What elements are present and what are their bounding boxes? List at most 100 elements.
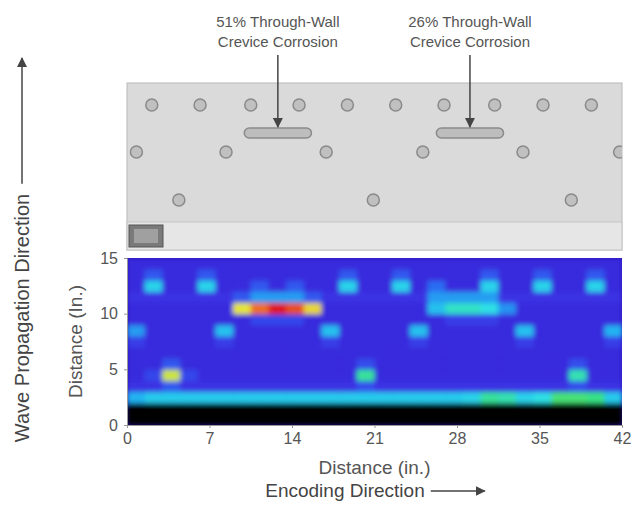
- heatmap-cell: [304, 269, 322, 281]
- x-tick-mark: [457, 425, 458, 428]
- heatmap-cell: [304, 280, 322, 292]
- heatmap-cell: [445, 347, 463, 359]
- heatmap-cell: [481, 280, 499, 292]
- heatmap-cell: [463, 280, 481, 292]
- heatmap-cell: [534, 403, 552, 415]
- heatmap-cell: [198, 314, 216, 326]
- heatmap-cell: [428, 269, 446, 281]
- heatmap-cell: [286, 303, 304, 315]
- heatmap-cell: [162, 347, 180, 359]
- heatmap-cell: [498, 414, 516, 425]
- heatmap-cell: [481, 336, 499, 348]
- heatmap-cell: [410, 314, 428, 326]
- heatmap-cell: [392, 347, 410, 359]
- heatmap-cell: [410, 303, 428, 315]
- annotations: 51% Through-WallCrevice Corrosion26% Thr…: [216, 13, 532, 127]
- heatmap-cell: [481, 392, 499, 404]
- heatmap-cell: [463, 325, 481, 337]
- heatmap-cell: [445, 380, 463, 392]
- heatmap-cell: [375, 291, 393, 303]
- plate-strip: [127, 222, 622, 250]
- rivet: [537, 99, 549, 111]
- heatmap-cell: [321, 414, 339, 425]
- heatmap-cell: [286, 403, 304, 415]
- x-tick: 0: [123, 425, 132, 447]
- heatmap-cell: [516, 347, 534, 359]
- x-tick: 7: [206, 425, 215, 447]
- heatmap-cell: [357, 336, 375, 348]
- heatmap-cell: [516, 336, 534, 348]
- x-tick-label: 14: [284, 430, 302, 447]
- heatmap-cell: [375, 258, 393, 270]
- x-axis: 071421283542: [123, 425, 631, 447]
- heatmap-cell: [569, 314, 587, 326]
- heatmap-cell: [516, 258, 534, 270]
- heatmap-cell: [463, 392, 481, 404]
- heatmap-cell: [357, 347, 375, 359]
- x-tick: 28: [449, 425, 467, 447]
- heatmap-cell: [162, 403, 180, 415]
- plate: [127, 83, 622, 250]
- heatmap-cell: [321, 314, 339, 326]
- rivet: [489, 99, 501, 111]
- heatmap-cell: [410, 380, 428, 392]
- heatmap-cell: [162, 414, 180, 425]
- heatmap-cell: [445, 414, 463, 425]
- x-tick-mark: [375, 425, 376, 428]
- y-tick-label: 0: [109, 417, 118, 434]
- heatmap-cell: [516, 303, 534, 315]
- heatmap-cell: [604, 314, 622, 326]
- heatmap-cell: [286, 414, 304, 425]
- crevice-slot: [436, 128, 503, 138]
- x-axis-title: Distance (in.): [319, 457, 431, 478]
- heatmap-cell: [127, 392, 145, 404]
- x-tick-mark: [292, 425, 293, 428]
- heatmap-cell: [321, 291, 339, 303]
- rivet: [146, 99, 158, 111]
- heatmap-cell: [127, 291, 145, 303]
- heatmap-cell: [233, 258, 251, 270]
- heatmap-cell: [357, 392, 375, 404]
- heatmap-cell: [180, 414, 198, 425]
- heatmap-cell: [392, 414, 410, 425]
- heatmap-cell: [604, 392, 622, 404]
- x-tick-label: 21: [366, 430, 384, 447]
- heatmap-cell: [551, 325, 569, 337]
- heatmap-cell: [534, 369, 552, 381]
- heatmap-cell: [604, 380, 622, 392]
- heatmap-cell: [198, 336, 216, 348]
- heatmap-cell: [357, 369, 375, 381]
- heatmap-cell: [569, 414, 587, 425]
- heatmap-cell: [357, 291, 375, 303]
- heatmap-cell: [162, 314, 180, 326]
- heatmap-cell: [286, 336, 304, 348]
- heatmap-cell: [498, 269, 516, 281]
- heatmap-cell: [375, 269, 393, 281]
- heatmap-cell: [551, 403, 569, 415]
- heatmap-cell: [516, 269, 534, 281]
- heatmap-cell: [215, 269, 233, 281]
- heatmap-cell: [339, 258, 357, 270]
- heatmap-cell: [569, 269, 587, 281]
- heatmap-cell: [534, 303, 552, 315]
- heatmap-cell: [392, 325, 410, 337]
- heatmap-cell: [162, 258, 180, 270]
- heatmap-cell: [410, 280, 428, 292]
- heatmap-cell: [268, 380, 286, 392]
- heatmap-cell: [233, 358, 251, 370]
- heatmap-cell: [357, 280, 375, 292]
- y-axis-title: Distance (In.): [65, 285, 86, 398]
- heatmap-cell: [375, 358, 393, 370]
- heatmap-cell: [463, 369, 481, 381]
- heatmap-cell: [198, 358, 216, 370]
- heatmap-cell: [251, 347, 269, 359]
- heatmap-cell: [498, 358, 516, 370]
- rivet: [130, 146, 142, 158]
- heatmap-cell: [162, 380, 180, 392]
- heatmap-cell: [516, 325, 534, 337]
- heatmap-cell: [304, 303, 322, 315]
- encoding-arrow: [431, 490, 485, 492]
- heatmap-cell: [604, 258, 622, 270]
- heatmap-cell: [304, 380, 322, 392]
- heatmap-cell: [498, 291, 516, 303]
